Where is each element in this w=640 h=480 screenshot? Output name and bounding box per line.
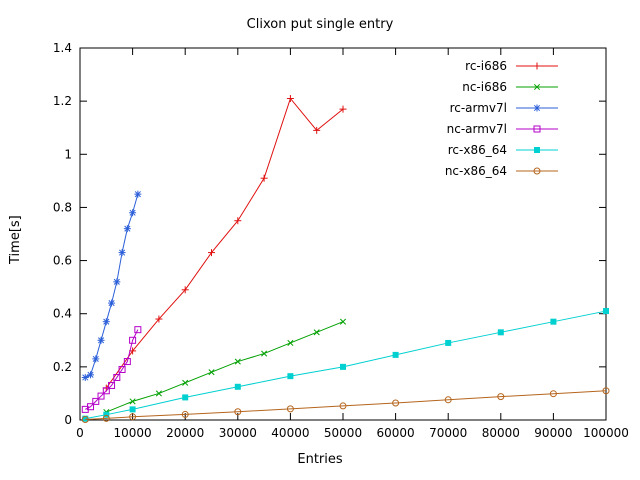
y-tick-label: 0.2	[53, 360, 72, 374]
legend-label: nc-x86_64	[445, 164, 507, 178]
x-tick-label: 90000	[534, 426, 572, 440]
chart-title: Clixon put single entry	[246, 17, 394, 32]
x-tick-label: 80000	[482, 426, 520, 440]
legend-label: nc-armv7l	[447, 122, 507, 136]
y-tick-label: 1.2	[53, 94, 72, 108]
y-tick-label: 0.4	[53, 307, 72, 321]
series-nc-x86_64	[81, 387, 610, 423]
legend-label: nc-i686	[462, 80, 507, 94]
y-tick-label: 0.6	[53, 254, 72, 268]
legend-label: rc-x86_64	[448, 143, 507, 157]
series-rc-armv7l	[81, 190, 142, 381]
axis-ticks: 0 10000 20000 30000 40000 50000 60000 70000 8000…	[53, 41, 629, 440]
legend-label: rc-i686	[465, 59, 507, 73]
y-tick-label: 1	[64, 147, 72, 161]
legend-entry-nc-armv7l: nc-armv7l	[447, 122, 558, 136]
x-tick-label: 20000	[166, 426, 204, 440]
x-tick-label: 50000	[324, 426, 362, 440]
y-tick-label: 1.4	[53, 41, 72, 55]
legend-entry-rc-i686: rc-i686	[465, 59, 558, 73]
x-tick-label: 30000	[219, 426, 257, 440]
x-tick-label: 0	[76, 426, 84, 440]
series-rc-x86_64	[82, 308, 609, 422]
y-tick-label: 0	[64, 413, 72, 427]
legend: rc-i686 nc-i686 rc-armv7l nc-armv7l rc-x86_6…	[445, 59, 558, 178]
legend-entry-nc-x86_64: nc-x86_64	[445, 164, 558, 178]
x-tick-label: 70000	[429, 426, 467, 440]
series-rc-i686	[102, 94, 347, 392]
legend-entry-rc-x86_64: rc-x86_64	[448, 143, 558, 157]
x-tick-label: 100000	[583, 426, 629, 440]
y-tick-label: 0.8	[53, 200, 72, 214]
legend-entry-nc-i686: nc-i686	[462, 80, 558, 94]
x-axis-label: Entries	[297, 452, 343, 467]
x-tick-label: 40000	[271, 426, 309, 440]
legend-entry-rc-armv7l: rc-armv7l	[450, 101, 558, 115]
legend-label: rc-armv7l	[450, 101, 507, 115]
series-nc-armv7l	[81, 326, 142, 413]
x-tick-label: 60000	[377, 426, 415, 440]
x-tick-label: 10000	[114, 426, 152, 440]
series-nc-i686	[103, 318, 347, 416]
